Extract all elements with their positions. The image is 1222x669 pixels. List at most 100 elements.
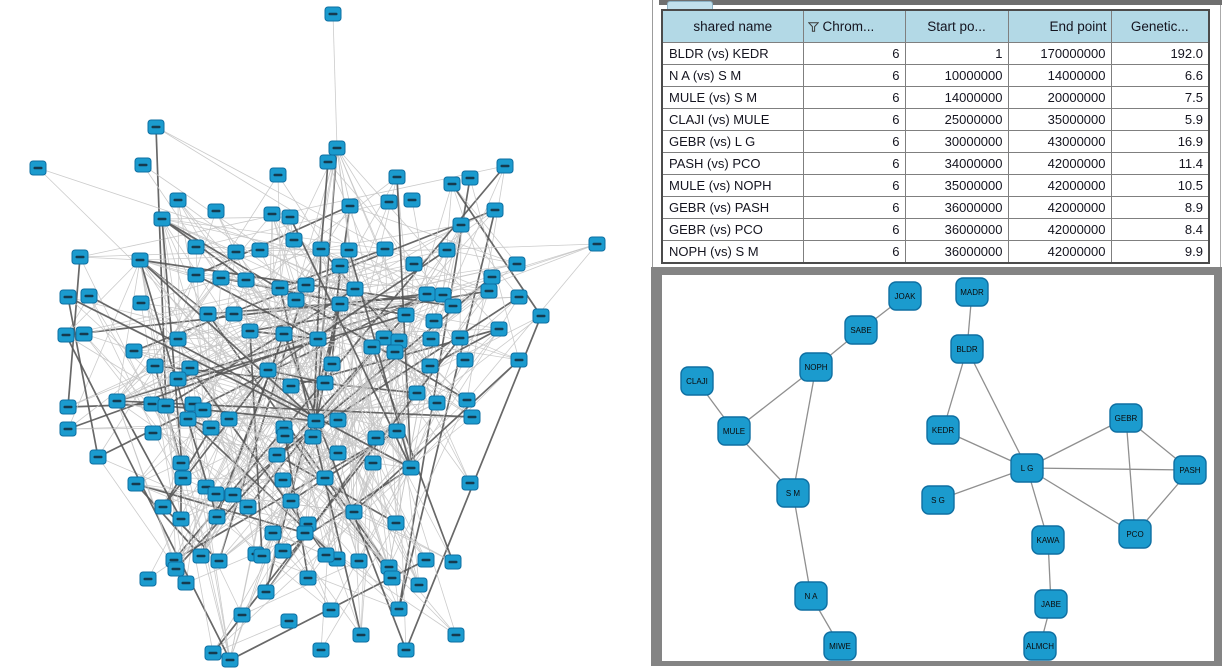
network-node[interactable] [405, 256, 423, 272]
subnetwork-canvas[interactable]: JOAK MADR SABE BLDR NOPH CLAJI MULE KEDR GEBR L G… [662, 275, 1214, 661]
network-node[interactable] [340, 242, 358, 258]
network-node[interactable] [456, 352, 474, 368]
cell-value[interactable]: 20000000 [1007, 86, 1112, 109]
network-edge[interactable] [429, 328, 500, 367]
network-node[interactable] [434, 287, 452, 303]
cell-shared-name[interactable]: MULE (vs) NOPH [661, 174, 804, 197]
subnetwork-node-sabe[interactable]: SABE [844, 315, 878, 345]
cell-value[interactable]: 42000000 [1007, 196, 1112, 219]
network-edge[interactable] [116, 400, 473, 418]
network-edge[interactable] [354, 288, 473, 418]
cell-shared-name[interactable]: GEBR (vs) PCO [661, 218, 804, 241]
network-node[interactable] [408, 385, 426, 401]
network-edge[interactable] [354, 288, 435, 322]
table-row[interactable]: GEBR (vs) PASH 6 36000000 42000000 8.9 [661, 196, 1210, 219]
network-edge[interactable] [151, 224, 462, 405]
network-edge[interactable] [116, 400, 182, 520]
table-row[interactable]: BLDR (vs) KEDR 6 1 170000000 192.0 [661, 42, 1210, 65]
cell-value[interactable]: 6 [802, 42, 906, 65]
subnetwork-node-kedr[interactable]: KEDR [926, 415, 960, 445]
network-node[interactable] [328, 140, 346, 156]
table-row[interactable]: CLAJI (vs) MULE 6 25000000 35000000 5.9 [661, 108, 1210, 131]
network-edge[interactable] [210, 427, 362, 636]
network-edge[interactable] [215, 420, 317, 495]
subnetwork-edge[interactable] [792, 492, 812, 597]
network-node[interactable] [271, 280, 289, 296]
cell-value[interactable]: 42000000 [1007, 152, 1112, 175]
network-edge[interactable] [67, 296, 99, 458]
cell-value[interactable]: 42000000 [1007, 240, 1112, 264]
network-node[interactable] [177, 575, 195, 591]
network-node[interactable] [251, 242, 269, 258]
network-edge[interactable] [279, 287, 362, 636]
network-node[interactable] [139, 571, 157, 587]
network-node[interactable] [447, 627, 465, 643]
network-node[interactable] [221, 652, 239, 668]
network-node[interactable] [312, 642, 330, 658]
network-edge[interactable] [267, 243, 598, 371]
cell-shared-name[interactable]: GEBR (vs) PASH [661, 196, 804, 219]
network-edge[interactable] [317, 338, 468, 401]
cell-value[interactable]: 14000000 [904, 86, 1009, 109]
network-edge[interactable] [354, 288, 468, 401]
network-edge[interactable] [353, 359, 520, 513]
cell-shared-name[interactable]: N A (vs) S M [661, 64, 804, 87]
network-node[interactable] [169, 371, 187, 387]
network-node[interactable] [316, 375, 334, 391]
network-edge[interactable] [135, 483, 218, 518]
network-edge[interactable] [320, 248, 374, 464]
network-node[interactable] [263, 206, 281, 222]
network-node[interactable] [496, 158, 514, 174]
network-node[interactable] [153, 211, 171, 227]
network-edge[interactable] [353, 294, 444, 513]
cell-value[interactable]: 10.5 [1110, 174, 1210, 197]
network-edge[interactable] [394, 351, 407, 651]
network-node[interactable] [331, 258, 349, 274]
network-node[interactable] [89, 449, 107, 465]
network-node[interactable] [329, 412, 347, 428]
subnetwork-node-jabe[interactable]: JABE [1034, 589, 1068, 619]
network-edge[interactable] [384, 248, 397, 524]
network-edge[interactable] [65, 334, 231, 661]
network-node[interactable] [397, 642, 415, 658]
network-node[interactable] [174, 470, 192, 486]
network-node[interactable] [208, 509, 226, 525]
network-node[interactable] [241, 323, 259, 339]
network-node[interactable] [331, 296, 349, 312]
network-edge[interactable] [177, 338, 269, 371]
cell-value[interactable]: 36000000 [904, 240, 1009, 264]
network-edge[interactable] [353, 511, 454, 563]
network-edge[interactable] [466, 243, 598, 401]
network-edge[interactable] [177, 251, 237, 340]
network-node[interactable] [127, 476, 145, 492]
network-node[interactable] [207, 203, 225, 219]
network-node[interactable] [444, 554, 462, 570]
network-edge[interactable] [116, 274, 197, 402]
network-edge[interactable] [339, 303, 466, 361]
network-edge[interactable] [67, 259, 141, 430]
network-node[interactable] [386, 344, 404, 360]
network-edge[interactable] [97, 174, 279, 458]
network-node[interactable] [451, 330, 469, 346]
network-edge[interactable] [177, 328, 500, 340]
filter-funnel-icon[interactable] [807, 20, 819, 35]
network-edge[interactable] [283, 427, 457, 636]
network-node[interactable] [422, 331, 440, 347]
network-node[interactable] [287, 292, 305, 308]
network-edge[interactable] [205, 363, 333, 488]
network-edge[interactable] [116, 288, 356, 402]
network-node[interactable] [207, 486, 225, 502]
table-row[interactable]: PASH (vs) PCO 6 34000000 42000000 11.4 [661, 152, 1210, 175]
network-node[interactable] [257, 584, 275, 600]
cell-value[interactable]: 6.6 [1110, 64, 1210, 87]
subnetwork-node-pash[interactable]: PASH [1173, 455, 1207, 485]
network-edge[interactable] [354, 263, 518, 290]
network-edge[interactable] [116, 400, 306, 534]
network-edge[interactable] [139, 259, 317, 422]
network-node[interactable] [443, 176, 461, 192]
network-edge[interactable] [271, 213, 284, 552]
cell-shared-name[interactable]: MULE (vs) S M [661, 86, 804, 109]
network-edge[interactable] [161, 218, 231, 661]
column-header-genetic-[interactable]: Genetic... [1110, 9, 1210, 43]
cell-value[interactable]: 11.4 [1110, 152, 1210, 175]
